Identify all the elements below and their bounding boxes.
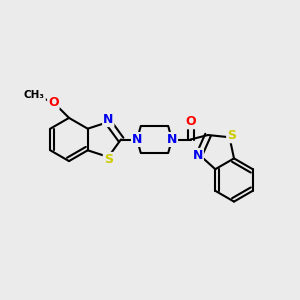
Text: N: N <box>103 113 113 126</box>
Text: N: N <box>193 149 203 162</box>
Text: N: N <box>167 133 177 146</box>
Text: O: O <box>48 96 59 109</box>
Text: S: S <box>227 129 236 142</box>
Text: N: N <box>132 133 142 146</box>
Text: CH₃: CH₃ <box>24 90 45 100</box>
Text: O: O <box>185 115 196 128</box>
Text: S: S <box>104 153 113 166</box>
